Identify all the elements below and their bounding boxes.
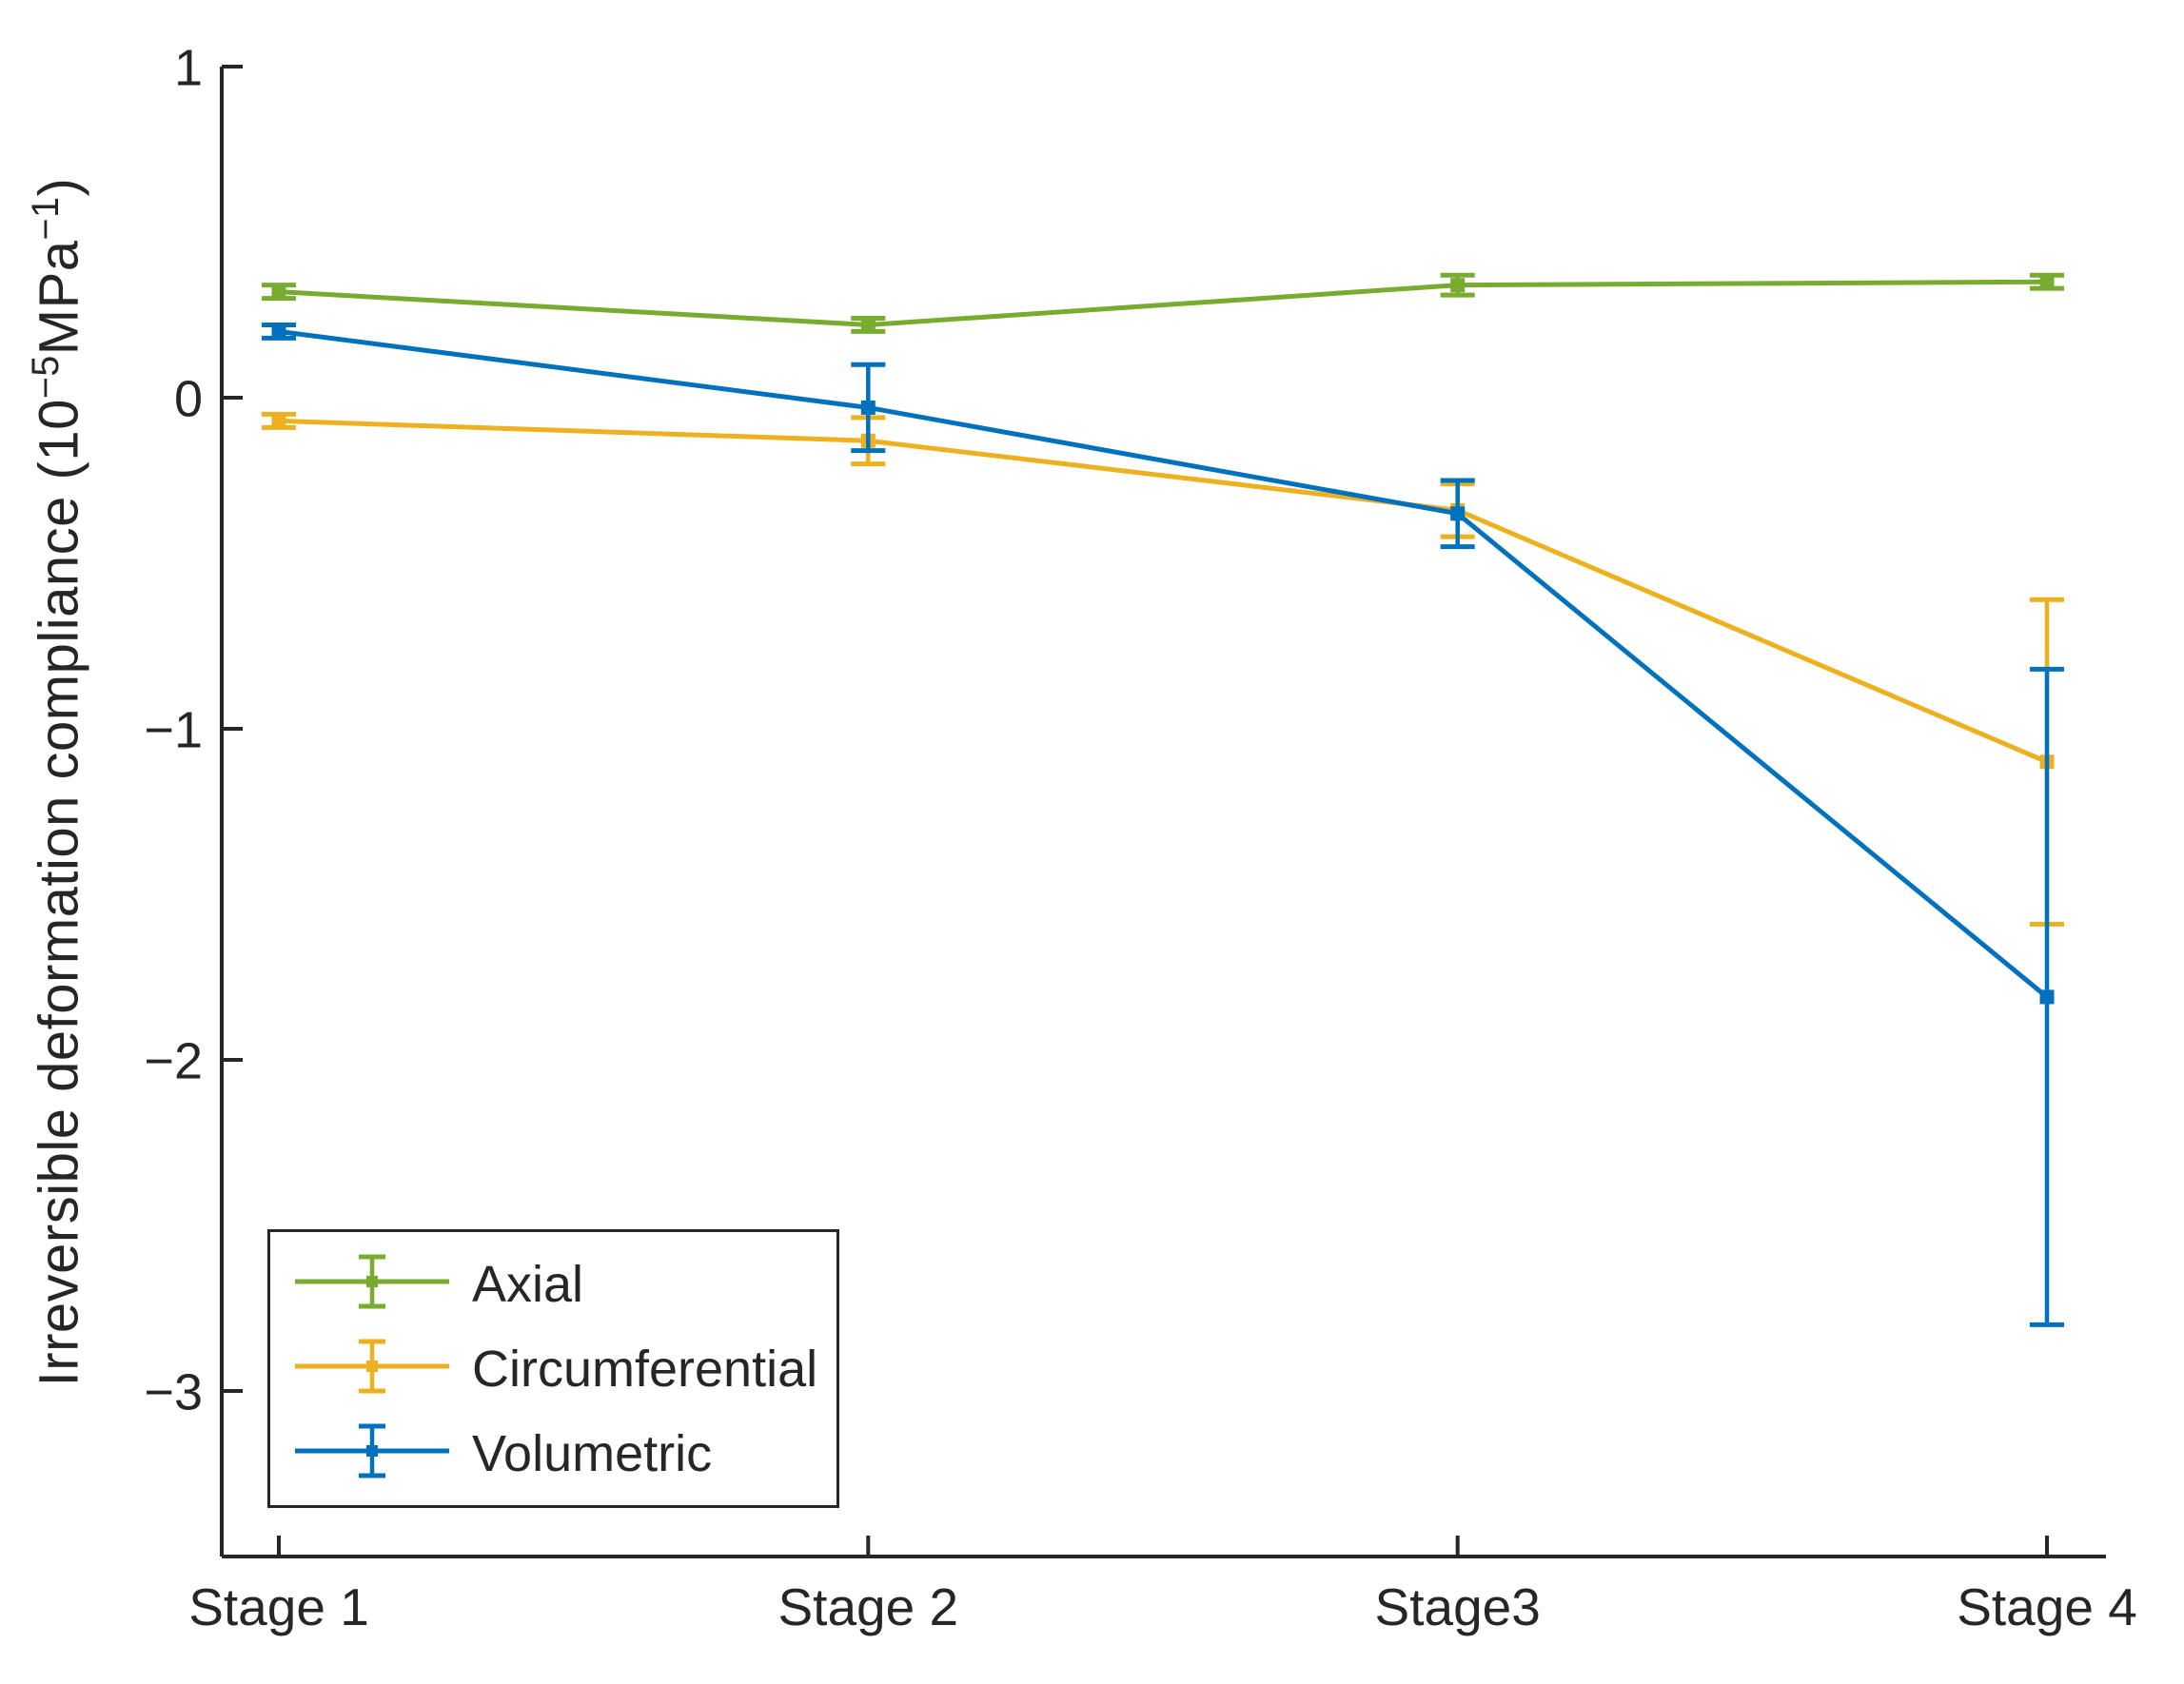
legend-row-axial: Axial xyxy=(291,1243,836,1324)
legend-glyph-marker xyxy=(366,1276,378,1287)
y-axis-label-superscript-exponent: −5 xyxy=(25,355,68,400)
y-axis-label: Irreversible deformation compliance (10−… xyxy=(25,177,91,1387)
legend-glyph-marker xyxy=(366,1445,378,1457)
y-axis-label-prefix: Irreversible deformation compliance (10 xyxy=(28,399,90,1387)
legend: Axial Circumferential Volumetric xyxy=(267,1229,839,1508)
y-axis-label-suffix: ) xyxy=(28,177,90,197)
series-marker-axial xyxy=(271,284,286,300)
legend-glyph-svg xyxy=(295,1339,449,1394)
legend-glyph-svg xyxy=(295,1423,449,1478)
y-tick-label: −2 xyxy=(144,1032,203,1089)
legend-glyph-marker xyxy=(366,1361,378,1372)
series-marker-volumetric xyxy=(2039,989,2055,1005)
y-tick-label: −1 xyxy=(144,701,203,758)
legend-glyph-svg xyxy=(295,1254,449,1309)
legend-label-volumetric: Volumetric xyxy=(472,1424,713,1482)
x-tick-label: Stage 2 xyxy=(777,1577,958,1636)
y-tick-label: −3 xyxy=(144,1363,203,1420)
x-tick-label: Stage3 xyxy=(1375,1577,1541,1636)
series-line-circumferential xyxy=(278,418,2048,765)
legend-row-circumferential: Circumferential xyxy=(291,1328,836,1409)
series-marker-circumferential xyxy=(271,413,286,428)
legend-label-axial: Axial xyxy=(472,1255,584,1313)
legend-errorbar-glyph-axial xyxy=(291,1243,453,1324)
legend-row-volumetric: Volumetric xyxy=(291,1413,836,1494)
y-tick-label: 0 xyxy=(174,370,203,427)
x-tick-label: Stage 4 xyxy=(1957,1577,2137,1636)
y-axis-label-superscript-unit-exponent: −1 xyxy=(25,196,68,241)
y-axis-label-unit: MPa xyxy=(28,240,90,356)
series-marker-axial xyxy=(1450,278,1466,293)
series-line-axial xyxy=(278,279,2048,327)
series-marker-axial xyxy=(2039,274,2055,289)
series-marker-volumetric xyxy=(1450,506,1466,521)
legend-label-circumferential: Circumferential xyxy=(472,1340,818,1398)
y-tick-label: 1 xyxy=(174,39,203,96)
x-tick-label: Stage 1 xyxy=(188,1577,369,1636)
series-marker-volumetric xyxy=(860,400,876,415)
series-marker-axial xyxy=(860,317,876,332)
series-line-volumetric xyxy=(278,328,2049,999)
legend-errorbar-glyph-volumetric xyxy=(291,1413,453,1494)
series-marker-volumetric xyxy=(271,323,286,339)
legend-errorbar-glyph-circumferential xyxy=(291,1328,453,1409)
